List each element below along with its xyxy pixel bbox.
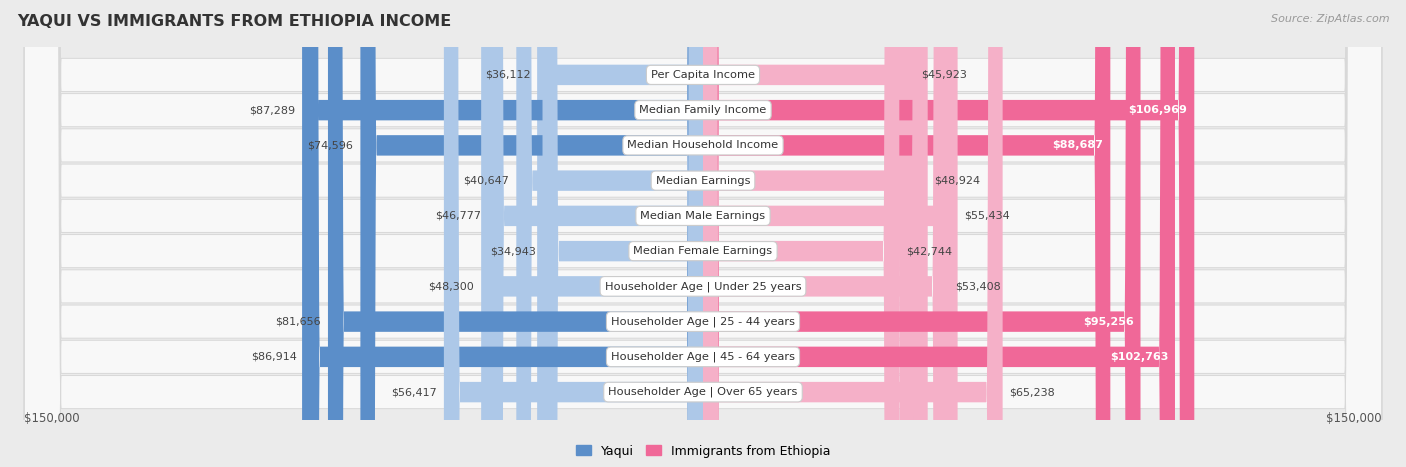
Text: $65,238: $65,238 [1010, 387, 1056, 397]
FancyBboxPatch shape [537, 0, 703, 467]
Text: Householder Age | Under 25 years: Householder Age | Under 25 years [605, 281, 801, 291]
Text: $81,656: $81,656 [276, 317, 321, 326]
FancyBboxPatch shape [444, 0, 703, 467]
Text: $40,647: $40,647 [464, 176, 509, 185]
Text: $48,924: $48,924 [935, 176, 981, 185]
FancyBboxPatch shape [703, 0, 957, 467]
Text: $53,408: $53,408 [955, 282, 1001, 291]
FancyBboxPatch shape [703, 0, 900, 467]
FancyBboxPatch shape [703, 0, 1002, 467]
Text: Median Family Income: Median Family Income [640, 105, 766, 115]
FancyBboxPatch shape [543, 0, 703, 467]
Text: Median Male Earnings: Median Male Earnings [641, 211, 765, 221]
Text: $48,300: $48,300 [429, 282, 474, 291]
Text: $74,596: $74,596 [308, 141, 353, 150]
FancyBboxPatch shape [703, 0, 1175, 467]
FancyBboxPatch shape [516, 0, 703, 467]
Text: Source: ZipAtlas.com: Source: ZipAtlas.com [1271, 14, 1389, 24]
FancyBboxPatch shape [703, 0, 928, 467]
Text: $86,914: $86,914 [252, 352, 297, 362]
FancyBboxPatch shape [360, 0, 703, 467]
Text: Householder Age | 45 - 64 years: Householder Age | 45 - 64 years [612, 352, 794, 362]
Text: Median Earnings: Median Earnings [655, 176, 751, 185]
FancyBboxPatch shape [703, 0, 1111, 467]
FancyBboxPatch shape [703, 0, 1194, 467]
FancyBboxPatch shape [703, 0, 1140, 467]
Legend: Yaqui, Immigrants from Ethiopia: Yaqui, Immigrants from Ethiopia [571, 439, 835, 463]
Text: Median Household Income: Median Household Income [627, 141, 779, 150]
Text: $42,744: $42,744 [907, 246, 952, 256]
FancyBboxPatch shape [24, 0, 1382, 467]
Text: $55,434: $55,434 [965, 211, 1011, 221]
FancyBboxPatch shape [24, 0, 1382, 467]
Text: $106,969: $106,969 [1129, 105, 1188, 115]
Text: $150,000: $150,000 [24, 412, 80, 425]
FancyBboxPatch shape [24, 0, 1382, 467]
Text: Median Female Earnings: Median Female Earnings [634, 246, 772, 256]
FancyBboxPatch shape [703, 0, 948, 467]
Text: $95,256: $95,256 [1083, 317, 1133, 326]
FancyBboxPatch shape [703, 0, 914, 467]
FancyBboxPatch shape [24, 0, 1382, 467]
Text: $88,687: $88,687 [1053, 141, 1104, 150]
FancyBboxPatch shape [302, 0, 703, 467]
FancyBboxPatch shape [24, 0, 1382, 467]
Text: $36,112: $36,112 [485, 70, 530, 80]
FancyBboxPatch shape [24, 0, 1382, 467]
Text: YAQUI VS IMMIGRANTS FROM ETHIOPIA INCOME: YAQUI VS IMMIGRANTS FROM ETHIOPIA INCOME [17, 14, 451, 29]
Text: Per Capita Income: Per Capita Income [651, 70, 755, 80]
Text: $56,417: $56,417 [391, 387, 437, 397]
Text: Householder Age | 25 - 44 years: Householder Age | 25 - 44 years [612, 316, 794, 327]
Text: $87,289: $87,289 [249, 105, 295, 115]
FancyBboxPatch shape [488, 0, 703, 467]
FancyBboxPatch shape [328, 0, 703, 467]
FancyBboxPatch shape [24, 0, 1382, 467]
FancyBboxPatch shape [24, 0, 1382, 467]
FancyBboxPatch shape [304, 0, 703, 467]
Text: $46,777: $46,777 [436, 211, 481, 221]
FancyBboxPatch shape [481, 0, 703, 467]
Text: Householder Age | Over 65 years: Householder Age | Over 65 years [609, 387, 797, 397]
Text: $102,763: $102,763 [1109, 352, 1168, 362]
FancyBboxPatch shape [24, 0, 1382, 467]
Text: $34,943: $34,943 [489, 246, 536, 256]
FancyBboxPatch shape [24, 0, 1382, 467]
Text: $150,000: $150,000 [1326, 412, 1382, 425]
Text: $45,923: $45,923 [921, 70, 967, 80]
